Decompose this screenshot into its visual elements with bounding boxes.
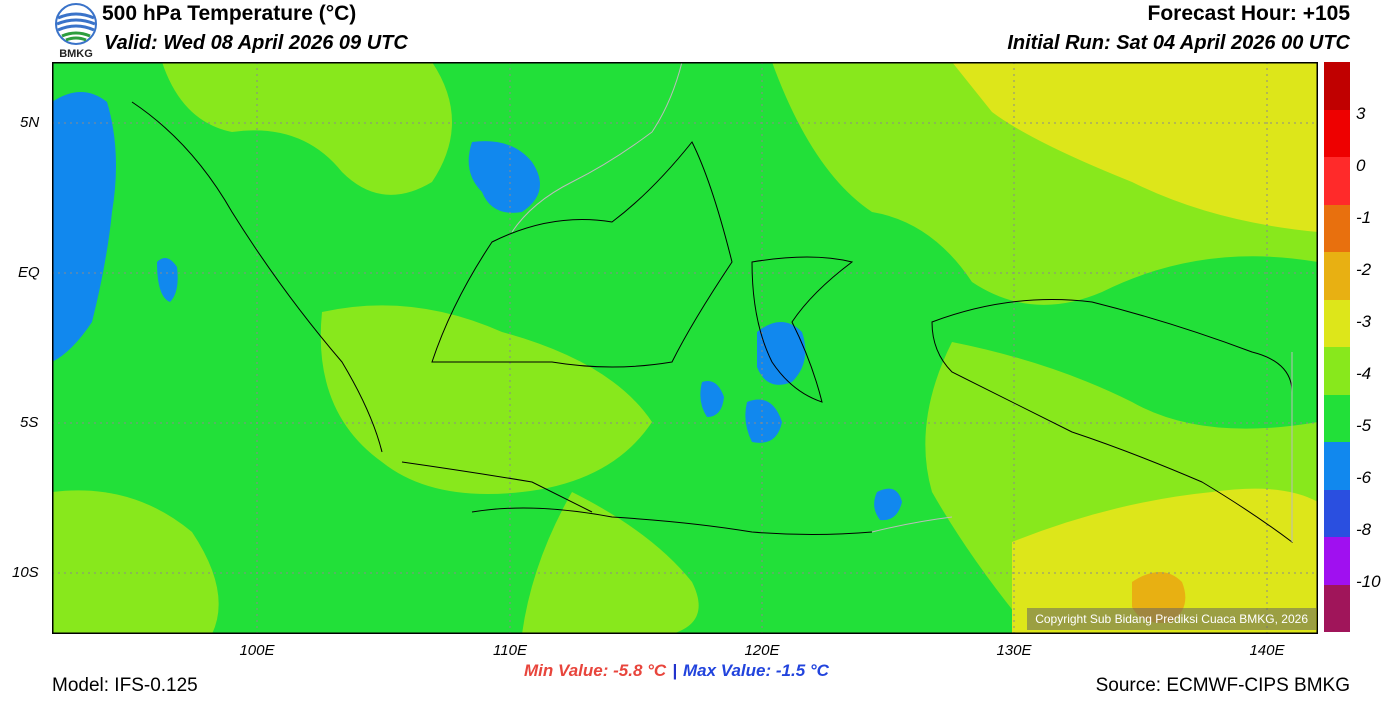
lat-label-5s: 5S <box>20 414 39 431</box>
source-label: Source: ECMWF-CIPS BMKG <box>1095 675 1350 696</box>
logo-text: BMKG <box>59 48 93 60</box>
colorbar-label: -8 <box>1356 520 1372 539</box>
colorbar-segment <box>1324 62 1350 110</box>
lat-label-5n: 5N <box>20 114 40 131</box>
colorbar-segment <box>1324 537 1350 585</box>
colorbar-segment <box>1324 489 1350 537</box>
colorbar-segment <box>1324 394 1350 442</box>
chart-title: 500 hPa Temperature (°C) <box>102 2 357 25</box>
forecast-hour: Forecast Hour: +105 <box>1147 2 1351 25</box>
colorbar-segment <box>1324 584 1350 632</box>
colorbar-label: -2 <box>1356 260 1372 279</box>
colorbar-label: -4 <box>1356 364 1372 383</box>
colorbar-label: -6 <box>1356 468 1372 487</box>
separator: | <box>672 661 677 680</box>
model-label: Model: IFS-0.125 <box>52 675 198 696</box>
graticule <box>52 62 1318 634</box>
valid-time: Valid: Wed 08 April 2026 09 UTC <box>104 32 408 54</box>
bmkg-logo: BMKG <box>52 2 100 60</box>
borders <box>511 62 1293 542</box>
colorbar-label: -3 <box>1356 312 1372 331</box>
lat-label-10s: 10S <box>12 564 39 581</box>
colorbar-segment <box>1324 109 1350 157</box>
min-max-values: Min Value: -5.8 °C | Max Value: -1.5 °C <box>524 661 829 681</box>
copyright-notice: Copyright Sub Bidang Prediksi Cuaca BMKG… <box>1027 608 1316 630</box>
colorbar-segment <box>1324 204 1350 252</box>
cold-regions <box>52 92 902 521</box>
colorbar-label: -10 <box>1356 572 1381 591</box>
temperature-map <box>52 62 1318 634</box>
colorbar-label: -5 <box>1356 416 1372 435</box>
colorbar-segment <box>1324 299 1350 347</box>
colorbar-segment <box>1324 347 1350 395</box>
yellow-regions <box>952 62 1318 634</box>
lon-label-130e: 130E <box>996 642 1032 659</box>
colorbar-segment <box>1324 442 1350 490</box>
map-frame <box>52 62 1318 634</box>
lon-label-120e: 120E <box>744 642 780 659</box>
lon-label-100e: 100E <box>239 642 275 659</box>
min-value: Min Value: -5.8 °C <box>524 661 667 680</box>
max-value: Max Value: -1.5 °C <box>682 661 829 680</box>
colorbar-label: 3 <box>1356 104 1366 123</box>
lat-label-eq: EQ <box>18 264 40 281</box>
colorbar-label: -1 <box>1356 208 1372 227</box>
colorbar-segment <box>1324 252 1350 300</box>
lon-label-110e: 110E <box>493 642 527 659</box>
coastlines <box>131 101 1293 543</box>
lon-label-140e: 140E <box>1249 642 1285 659</box>
colorbar-label: 0 <box>1356 156 1366 175</box>
color-bar <box>1324 62 1350 632</box>
initial-run: Initial Run: Sat 04 April 2026 00 UTC <box>1007 32 1350 54</box>
colorbar-segment <box>1324 157 1350 205</box>
